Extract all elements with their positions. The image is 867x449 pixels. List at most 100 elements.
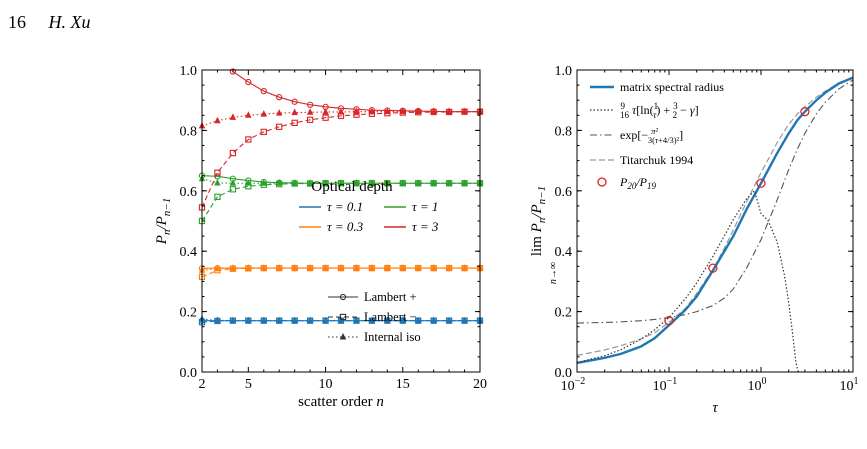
right-series-line-dotted [577, 189, 799, 372]
left-point-tau_3-dotted-5 [275, 109, 283, 116]
left-point-tau_1-dotted-11 [368, 179, 376, 186]
left-point-tau_3-dotted-1 [214, 116, 221, 124]
left-ytick-label: 0.2 [180, 306, 198, 321]
left-point-tau_3-dotted-6 [291, 108, 298, 116]
right-ratio-marker [800, 107, 810, 117]
right-y-axis-label: lim Pn/Pn−1 [529, 186, 548, 256]
left-point-tau_3-dashed-1 [214, 169, 221, 176]
left-x-axis-label: scatter order n [298, 394, 384, 410]
left-point-tau_0.3-dotted-12 [384, 264, 391, 271]
right-xtick-label: 100 [748, 376, 767, 394]
left-point-tau_3-dotted-10 [353, 107, 360, 115]
left-ytick-label: 1.0 [180, 64, 198, 79]
left-point-tau_3-solid-5 [306, 101, 314, 108]
left-xtick-label: 10 [319, 377, 333, 392]
left-style-legend-marker-2 [339, 333, 347, 340]
left-point-tau_1-dotted-10 [353, 179, 360, 186]
page-header: 16 H. Xu [8, 12, 91, 33]
left-point-tau_0.3-dotted-14 [414, 264, 422, 271]
left-point-tau_1-dotted-2 [229, 179, 237, 186]
left-point-tau_1-dotted-4 [260, 179, 268, 186]
left-point-tau_0.3-dotted-8 [322, 264, 329, 271]
left-point-tau_1-dotted-16 [445, 179, 453, 186]
left-point-tau_1-dotted-7 [306, 179, 314, 186]
left-point-tau_3-dotted-7 [306, 108, 314, 115]
left-point-tau_3-dashed-4 [260, 128, 267, 136]
right-x-axis-label: τ [712, 400, 718, 416]
left-point-tau_1-dashed-2 [229, 186, 237, 193]
left-point-tau_3-solid-2 [260, 87, 267, 95]
right-legend-label-titarchuk: Titarchuk 1994 [620, 153, 693, 167]
left-point-tau_3-dotted-15 [430, 107, 437, 115]
left-point-tau_0.3-dotted-13 [399, 264, 407, 271]
left-point-tau_3-dotted-11 [368, 107, 376, 115]
right-series-line-exp [577, 79, 853, 324]
left-point-tau_0.1-dotted-16 [445, 316, 453, 324]
left-point-tau_1-dashed-1 [214, 193, 221, 200]
left-point-tau_0.1-dotted-14 [414, 316, 422, 324]
left-point-tau_3-dashed-6 [291, 119, 298, 126]
right-ytick-label: 0.0 [555, 366, 573, 381]
left-point-tau_3-dotted-14 [414, 107, 422, 115]
left-point-tau_3-dashed-3 [245, 136, 252, 143]
right-ratio-marker [756, 178, 766, 188]
left-point-tau_1-dotted-6 [291, 179, 298, 186]
left-xtick-label: 2 [199, 377, 206, 392]
left-point-tau_0.1-dotted-5 [275, 316, 283, 324]
right-ytick-label: 0.4 [555, 245, 573, 260]
left-legend-label-tau_3: τ = 3 [412, 219, 439, 234]
left-xtick-label: 5 [245, 377, 252, 392]
left-point-tau_0.1-dotted-3 [245, 316, 252, 324]
left-ytick-label: 0.6 [180, 185, 198, 200]
left-point-tau_3-solid-0 [229, 68, 237, 75]
left-point-tau_3-solid-4 [291, 98, 298, 105]
left-style-legend-label-0: Lambert + [364, 290, 417, 304]
right-ratio-marker [708, 263, 718, 273]
left-point-tau_3-dotted-2 [229, 113, 237, 120]
left-point-tau_1-dotted-9 [337, 179, 345, 186]
left-point-tau_3-dotted-13 [399, 107, 407, 115]
left-point-tau_3-solid-1 [245, 78, 252, 86]
left-point-tau_0.3-dotted-16 [445, 264, 453, 271]
left-xtick-label: 15 [396, 377, 410, 392]
left-point-tau_3-dashed-8 [322, 114, 329, 121]
left-point-tau_1-dotted-1 [214, 178, 221, 186]
left-point-tau_3-dashed-2 [229, 149, 237, 157]
left-point-tau_1-dotted-13 [399, 179, 407, 186]
left-point-tau_0.1-dotted-9 [337, 316, 345, 324]
right-ratio-marker [664, 316, 674, 326]
left-point-tau_0.1-dotted-11 [368, 316, 376, 324]
left-point-tau_0.1-dotted-4 [260, 316, 268, 324]
left-point-tau_0.1-dotted-10 [353, 316, 360, 324]
right-ytick-label: 0.2 [555, 306, 573, 321]
left-point-tau_3-solid-3 [276, 94, 283, 101]
left-point-tau_0.3-dotted-5 [275, 264, 283, 271]
right-legend-label-spectral: matrix spectral radius [620, 80, 724, 94]
left-style-legend-marker-1 [339, 313, 347, 321]
left-point-tau_0.1-dotted-8 [322, 316, 329, 324]
left-point-tau_1-dotted-8 [322, 179, 329, 186]
left-legend-label-tau_1: τ = 1 [412, 199, 438, 214]
left-point-tau_1-dotted-17 [461, 179, 468, 186]
left-point-tau_1-dotted-5 [275, 179, 283, 186]
left-style-legend-label-1: Lambert − [364, 310, 417, 324]
right-series-line-spectral [577, 76, 853, 365]
left-style-legend-label-2: Internal iso [364, 330, 421, 344]
left-legend-title: Optical depth [311, 179, 393, 195]
left-point-tau_0.1-dotted-15 [430, 316, 437, 324]
left-point-tau_1-dotted-12 [384, 179, 391, 186]
left-point-tau_0.3-dotted-6 [291, 264, 298, 271]
left-y-axis-label: Pn/Pn−1 [154, 198, 173, 245]
author-name: H. Xu [48, 12, 91, 32]
page-number: 16 [8, 12, 26, 32]
left-point-tau_0.1-dotted-6 [291, 316, 298, 324]
left-point-tau_3-dotted-4 [260, 110, 268, 117]
left-point-tau_0.3-dotted-1 [214, 264, 221, 272]
left-point-tau_0.3-dotted-7 [306, 264, 314, 271]
left-point-tau_0.3-dotted-11 [368, 264, 376, 271]
left-point-tau_3-dashed-7 [306, 116, 314, 123]
right-axes-frame [576, 69, 854, 373]
left-style-legend-marker-0 [339, 293, 347, 301]
left-point-tau_3-dotted-8 [322, 107, 329, 115]
